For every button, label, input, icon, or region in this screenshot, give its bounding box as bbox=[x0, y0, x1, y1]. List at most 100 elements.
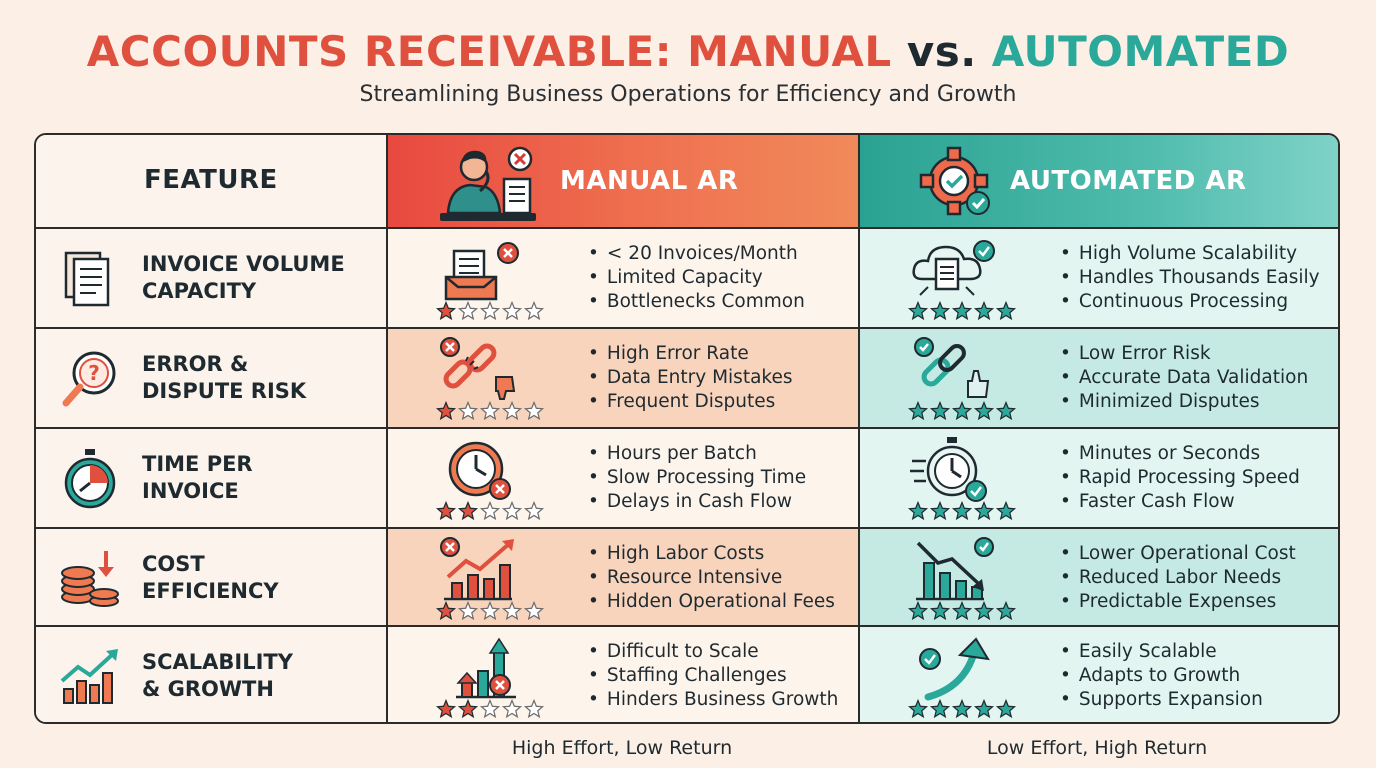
header-manual-label: MANUAL AR bbox=[560, 166, 739, 196]
list-item: Handles Thousands Easily bbox=[1060, 266, 1320, 290]
star-filled-icon bbox=[457, 500, 479, 521]
title-part-automated: AUTOMATED bbox=[991, 27, 1290, 76]
star-empty-icon bbox=[501, 698, 523, 719]
list-item: High Volume Scalability bbox=[1060, 242, 1320, 266]
list-item: Delays in Cash Flow bbox=[588, 490, 806, 514]
feature-cell-error-risk: ? ERROR & DISPUTE RISK bbox=[36, 329, 388, 427]
fast-stopwatch-check-icon bbox=[910, 437, 987, 502]
automated-rating-stars bbox=[907, 300, 1018, 321]
title-part-vs: vs. bbox=[906, 27, 977, 76]
manual-bullets: Hours per Batch Slow Processing Time Del… bbox=[588, 442, 806, 514]
list-item: Supports Expansion bbox=[1060, 688, 1263, 712]
feature-label-line2: CAPACITY bbox=[142, 279, 257, 303]
svg-text:?: ? bbox=[88, 361, 100, 385]
manual-rating-stars bbox=[435, 698, 546, 719]
feature-label-line1: TIME PER bbox=[142, 452, 253, 476]
feature-label-line1: SCALABILITY bbox=[142, 650, 293, 674]
star-filled-icon bbox=[995, 300, 1017, 321]
header-automated-label: AUTOMATED AR bbox=[1010, 166, 1247, 196]
star-filled-icon bbox=[457, 698, 479, 719]
star-filled-icon bbox=[435, 600, 457, 621]
star-empty-icon bbox=[523, 698, 545, 719]
star-empty-icon bbox=[501, 600, 523, 621]
stopwatch-icon bbox=[64, 449, 116, 509]
star-filled-icon bbox=[951, 400, 973, 421]
automated-cell-error-risk: Low Error Risk Accurate Data Validation … bbox=[860, 329, 1338, 427]
page-subtitle: Streamlining Business Operations for Eff… bbox=[359, 82, 1017, 107]
automated-bullets: Easily Scalable Adapts to Growth Support… bbox=[1060, 640, 1263, 712]
automated-cell-scalability: Easily Scalable Adapts to Growth Support… bbox=[860, 627, 1338, 722]
list-item: Predictable Expenses bbox=[1060, 590, 1296, 614]
star-empty-icon bbox=[523, 500, 545, 521]
list-item: Difficult to Scale bbox=[588, 640, 838, 664]
star-empty-icon bbox=[479, 500, 501, 521]
falling-cost-chart-check-icon bbox=[916, 537, 994, 601]
star-filled-icon bbox=[951, 698, 973, 719]
header-automated: AUTOMATED AR bbox=[860, 135, 1338, 227]
title-part-manual: MANUAL bbox=[687, 27, 892, 76]
feature-cell-scalability: SCALABILITY & GROWTH bbox=[36, 627, 388, 722]
feature-label-line1: COST bbox=[142, 552, 205, 576]
list-item: Hours per Batch bbox=[588, 442, 806, 466]
star-empty-icon bbox=[457, 600, 479, 621]
feature-label-line1: ERROR & bbox=[142, 352, 249, 376]
manual-rating-stars bbox=[435, 500, 546, 521]
title-part-accounts: ACCOUNTS RECEIVABLE: bbox=[86, 27, 673, 76]
inbox-tray-x-icon bbox=[444, 242, 519, 301]
star-empty-icon bbox=[501, 300, 523, 321]
header-feature: FEATURE bbox=[36, 135, 388, 227]
list-item: Minutes or Seconds bbox=[1060, 442, 1300, 466]
automated-rating-stars bbox=[907, 600, 1018, 621]
star-filled-icon bbox=[435, 500, 457, 521]
manual-rating-stars bbox=[435, 300, 546, 321]
manual-cell-time-per-invoice: Hours per Batch Slow Processing Time Del… bbox=[388, 429, 860, 527]
star-filled-icon bbox=[995, 600, 1017, 621]
list-item: Lower Operational Cost bbox=[1060, 542, 1296, 566]
automated-rating-stars bbox=[907, 400, 1018, 421]
list-item: Easily Scalable bbox=[1060, 640, 1263, 664]
star-filled-icon bbox=[929, 600, 951, 621]
manual-bullets: < 20 Invoices/Month Limited Capacity Bot… bbox=[588, 242, 805, 314]
gear-check-icon bbox=[919, 146, 990, 216]
star-empty-icon bbox=[479, 698, 501, 719]
documents-icon bbox=[64, 251, 110, 307]
star-filled-icon bbox=[435, 698, 457, 719]
star-filled-icon bbox=[995, 500, 1017, 521]
star-filled-icon bbox=[973, 300, 995, 321]
list-item: Hinders Business Growth bbox=[588, 688, 838, 712]
star-filled-icon bbox=[951, 600, 973, 621]
blocked-growth-chart-icon bbox=[456, 637, 516, 699]
automated-cell-time-per-invoice: Minutes or Seconds Rapid Processing Spee… bbox=[860, 429, 1338, 527]
clock-x-icon bbox=[448, 441, 511, 500]
star-filled-icon bbox=[951, 500, 973, 521]
star-empty-icon bbox=[479, 600, 501, 621]
feature-label-line2: INVOICE bbox=[142, 479, 239, 503]
manual-bullets: High Labor Costs Resource Intensive Hidd… bbox=[588, 542, 835, 614]
feature-label-line2: DISPUTE RISK bbox=[142, 379, 307, 403]
list-item: Limited Capacity bbox=[588, 266, 805, 290]
magnifier-question-icon: ? bbox=[62, 351, 116, 407]
list-item: Frequent Disputes bbox=[588, 390, 792, 414]
star-filled-icon bbox=[907, 400, 929, 421]
automated-footer: Low Effort, High Return bbox=[986, 737, 1208, 759]
feature-cell-invoice-volume: INVOICE VOLUME CAPACITY bbox=[36, 229, 388, 327]
feature-cell-cost-efficiency: COST EFFICIENCY bbox=[36, 529, 388, 625]
star-empty-icon bbox=[479, 300, 501, 321]
star-filled-icon bbox=[973, 600, 995, 621]
star-empty-icon bbox=[523, 600, 545, 621]
manual-cell-error-risk: High Error Rate Data Entry Mistakes Freq… bbox=[388, 329, 860, 427]
star-filled-icon bbox=[435, 300, 457, 321]
feature-label-line2: EFFICIENCY bbox=[142, 579, 279, 603]
manual-cell-cost-efficiency: High Labor Costs Resource Intensive Hidd… bbox=[388, 529, 860, 625]
list-item: < 20 Invoices/Month bbox=[588, 242, 805, 266]
upward-curve-arrow-check-icon bbox=[919, 637, 990, 701]
manual-bullets: Difficult to Scale Staffing Challenges H… bbox=[588, 640, 838, 712]
automated-rating-stars bbox=[907, 698, 1018, 719]
cloud-document-check-icon bbox=[912, 240, 995, 296]
automated-cell-cost-efficiency: Lower Operational Cost Reduced Labor Nee… bbox=[860, 529, 1338, 625]
stressed-person-icon bbox=[440, 146, 536, 221]
star-filled-icon bbox=[435, 400, 457, 421]
star-filled-icon bbox=[929, 500, 951, 521]
star-empty-icon bbox=[479, 400, 501, 421]
feature-label-line2: & GROWTH bbox=[142, 677, 274, 701]
